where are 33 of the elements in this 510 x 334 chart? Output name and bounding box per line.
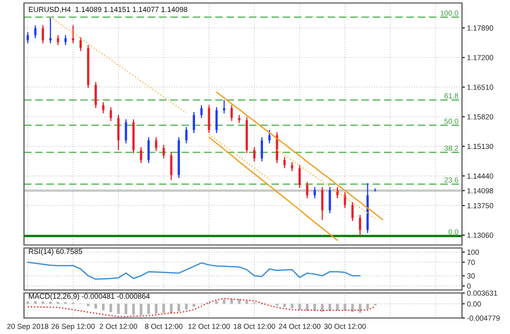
candlestick (298, 164, 301, 188)
line-series (208, 134, 270, 180)
candlestick (72, 24, 74, 44)
candlestick (185, 126, 188, 144)
candlestick (260, 136, 264, 162)
candlestick (110, 106, 112, 122)
candlestick (26, 32, 29, 44)
candlestick (56, 34, 60, 46)
candlestick (268, 129, 271, 144)
candlestick (102, 102, 104, 114)
candlestick (34, 24, 36, 39)
candlestick (155, 136, 158, 152)
line-series (27, 262, 361, 280)
candlestick (321, 186, 324, 221)
candlestick (314, 186, 316, 199)
line-series (216, 92, 384, 220)
candlestick (162, 144, 165, 159)
candlestick (200, 104, 203, 119)
candlestick (306, 181, 308, 199)
candlestick (253, 146, 256, 162)
candlestick (238, 114, 240, 124)
line-series (208, 136, 338, 241)
candlestick (42, 24, 44, 44)
candlestick (80, 36, 82, 52)
line-series (50, 16, 187, 114)
candlestick (222, 99, 226, 114)
candlestick (328, 186, 331, 214)
candlestick (94, 81, 97, 109)
candlestick (230, 104, 233, 122)
candlestick (64, 34, 67, 46)
candlestick (140, 146, 142, 164)
candlestick (170, 152, 172, 181)
candlestick (49, 16, 52, 44)
